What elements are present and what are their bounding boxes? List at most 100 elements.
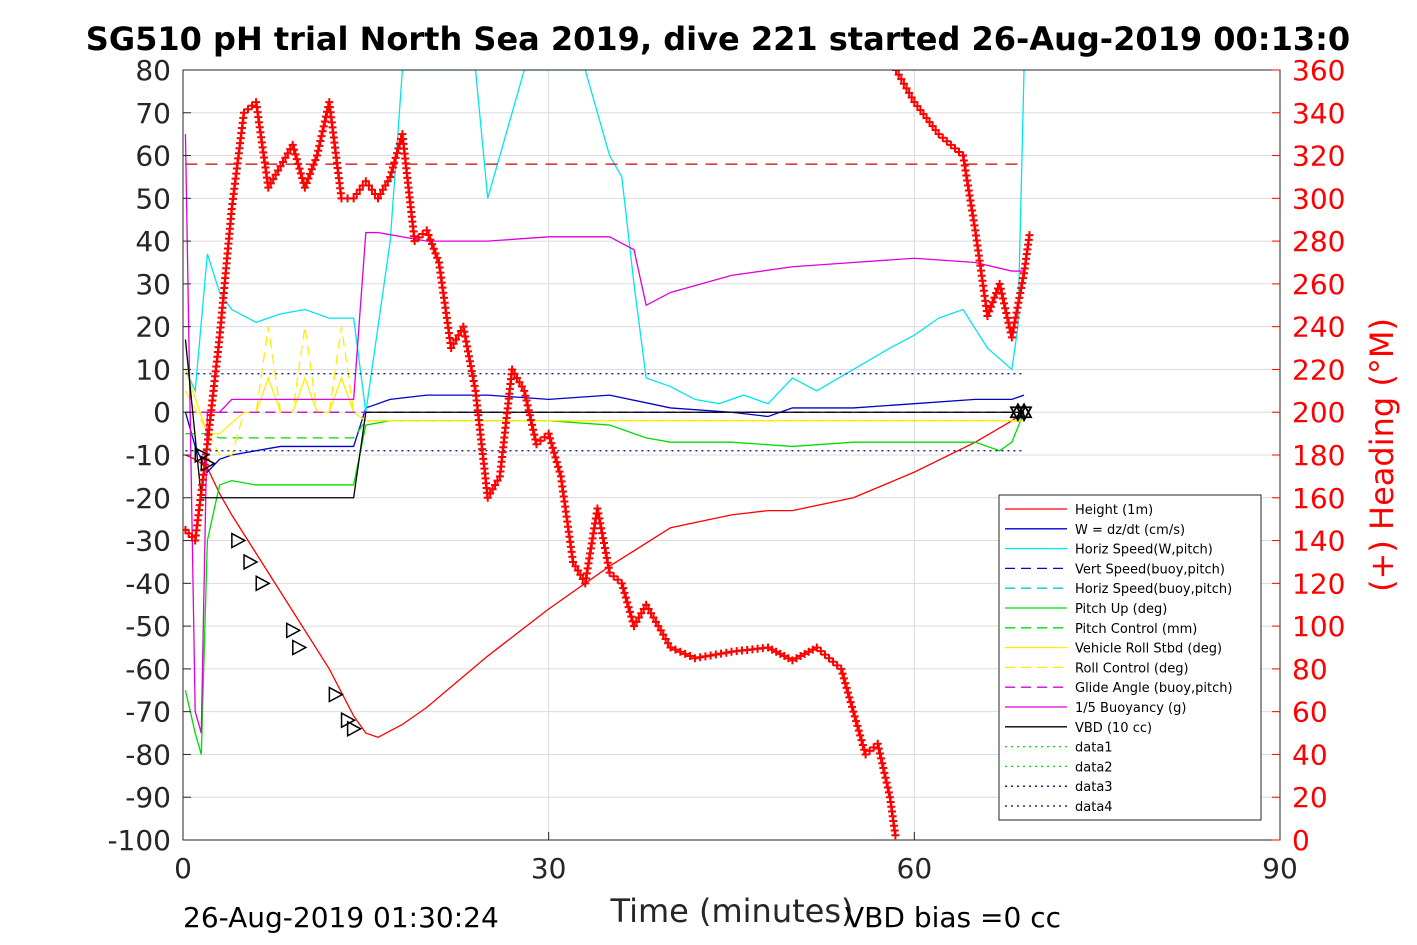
legend-label: data3 [1075, 780, 1113, 795]
x-tick-label: 30 [531, 852, 567, 885]
heading-marker [856, 731, 865, 740]
heading-marker [875, 749, 884, 758]
heading-marker [520, 386, 529, 395]
heading-marker [925, 118, 934, 127]
heading-marker [239, 108, 248, 117]
heading-marker [292, 155, 301, 164]
heading-marker [934, 130, 943, 139]
heading-marker [882, 778, 891, 787]
heading-marker [278, 157, 287, 166]
heading-marker [1000, 299, 1009, 308]
heading-marker [950, 144, 959, 153]
y2-tick-label: 20 [1292, 781, 1328, 814]
y2-tick-label: 80 [1292, 653, 1328, 686]
x-tick-label: 90 [1262, 852, 1298, 885]
heading-marker [428, 240, 437, 249]
legend-label: Vert Speed(buoy,pitch) [1075, 562, 1225, 577]
heading-marker [1002, 309, 1011, 318]
heading-marker [269, 175, 278, 184]
heading-marker [355, 185, 364, 194]
y-tick-label: -60 [125, 653, 171, 686]
y-tick-label: 80 [135, 54, 171, 87]
heading-marker [391, 153, 400, 162]
heading-marker [483, 493, 492, 502]
heading-marker [792, 654, 801, 663]
heading-marker [276, 162, 285, 171]
heading-marker [571, 562, 580, 571]
y2-tick-label: 360 [1292, 54, 1345, 87]
heading-marker [880, 768, 889, 777]
heading-marker [521, 391, 530, 400]
heading-marker [877, 754, 886, 763]
legend-label: Roll Control (deg) [1075, 661, 1189, 676]
heading-marker [829, 657, 838, 666]
heading-marker [892, 70, 901, 74]
heading-marker [311, 156, 320, 165]
heading-marker [529, 425, 538, 434]
legend-label: W = dz/dt (cm/s) [1075, 523, 1185, 538]
heading-marker [629, 622, 638, 631]
heading-marker [296, 169, 305, 178]
heading-marker [349, 194, 358, 203]
heading-marker [418, 229, 427, 238]
heading-marker [390, 158, 399, 167]
heading-marker [454, 331, 463, 340]
heading-marker [946, 140, 955, 149]
heading-marker [283, 149, 292, 158]
x-tick-label: 60 [897, 852, 933, 885]
heading-marker [869, 743, 878, 752]
legend-label: data1 [1075, 741, 1113, 756]
heading-marker [873, 739, 882, 748]
heading-marker [860, 745, 869, 754]
heading-marker [928, 122, 937, 131]
heading-marker [387, 168, 396, 177]
heading-marker [780, 652, 789, 661]
heading-marker [544, 429, 553, 438]
heading-marker [573, 566, 582, 575]
heading-marker [548, 443, 557, 452]
heading-marker [983, 311, 992, 320]
heading-marker [422, 226, 431, 235]
x-axis-label: Time (minutes) [610, 892, 854, 930]
heading-marker [907, 93, 916, 102]
heading-marker [839, 674, 848, 683]
heading-marker [1003, 313, 1012, 322]
heading-marker [288, 140, 297, 149]
heading-marker [654, 622, 663, 631]
heading-marker [528, 420, 537, 429]
heading-marker [295, 164, 304, 173]
legend-label: Horiz Speed(W,pitch) [1075, 543, 1213, 558]
heading-marker [426, 235, 435, 244]
heading-marker [378, 185, 387, 194]
heading-marker [526, 416, 535, 424]
heading-marker [486, 489, 495, 498]
heading-marker [248, 101, 257, 110]
heading-marker [833, 661, 842, 670]
heading-marker [878, 759, 887, 768]
heading-marker [874, 744, 883, 753]
heading-marker [320, 117, 329, 126]
height-triangle-marker [200, 455, 216, 472]
legend-label: VBD (10 cc) [1075, 721, 1152, 736]
heading-marker [531, 435, 540, 444]
heading-marker [772, 647, 781, 656]
heading-marker [317, 132, 326, 141]
series-vbd-10-cc [184, 339, 1025, 499]
heading-marker [985, 307, 994, 316]
legend-label: Height (1m) [1075, 503, 1153, 518]
heading-marker [644, 605, 653, 613]
heading-marker [510, 369, 519, 378]
heading-marker [843, 688, 852, 697]
y-tick-label: 70 [135, 97, 171, 130]
heading-marker [609, 572, 618, 581]
heading-marker [647, 609, 656, 618]
heading-marker [845, 693, 854, 702]
heading-marker [491, 480, 500, 489]
heading-marker [681, 649, 690, 658]
y-tick-label: -30 [125, 525, 171, 558]
legend: Height (1m) W = dz/dt (cm/s) Horiz Speed(W… [998, 494, 1262, 821]
heading-marker [804, 647, 813, 656]
y-tick-label: 60 [135, 140, 171, 173]
surface-marker [1015, 402, 1033, 423]
